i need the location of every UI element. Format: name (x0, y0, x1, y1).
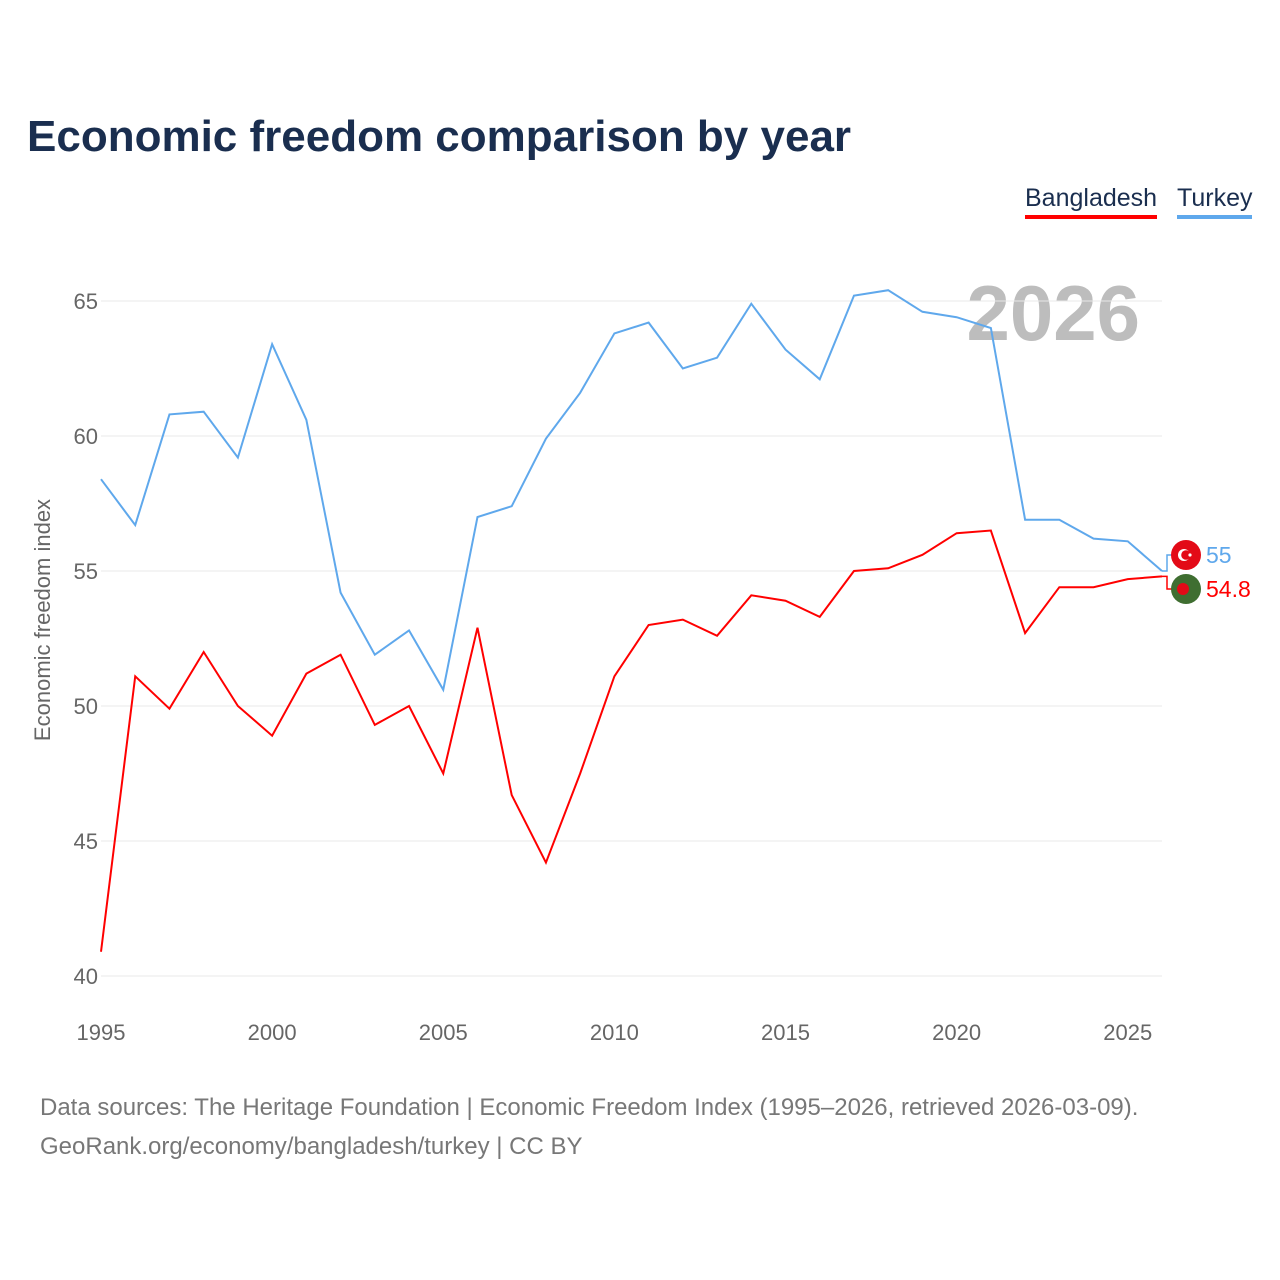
y-tick-label: 40 (74, 964, 98, 989)
x-tick-label: 2015 (761, 1020, 810, 1045)
x-tick-label: 2025 (1103, 1020, 1152, 1045)
y-axis-label: Economic freedom index (30, 499, 55, 741)
x-tick-label: 2020 (932, 1020, 981, 1045)
series-line-turkey (100, 289, 1163, 693)
series-line-bangladesh (100, 529, 1163, 952)
legend-turkey[interactable]: Turkey (1177, 184, 1253, 219)
y-tick-label: 65 (74, 289, 98, 314)
year-watermark: 2026 (966, 269, 1140, 357)
y-tick-label: 60 (74, 424, 98, 449)
x-tick-label: 2010 (590, 1020, 639, 1045)
x-tick-label: 1995 (77, 1020, 126, 1045)
end-value-label: 55 (1206, 542, 1232, 568)
end-connector (1162, 575, 1172, 590)
x-tick-label: 2005 (419, 1020, 468, 1045)
x-tick-label: 2000 (248, 1020, 297, 1045)
y-tick-label: 45 (74, 829, 98, 854)
flag-crescent-cut (1181, 550, 1191, 560)
source-note: Data sources: The Heritage Foundation | … (40, 1088, 1138, 1166)
y-tick-label: 50 (74, 694, 98, 719)
legend-bangladesh[interactable]: Bangladesh (1025, 184, 1158, 219)
y-tick-label: 55 (74, 559, 98, 584)
source-line-1: Data sources: The Heritage Foundation | … (40, 1094, 1139, 1121)
chart-title: Economic freedom comparison by year (27, 112, 852, 161)
end-connector (1162, 554, 1172, 572)
source-line-2: GeoRank.org/economy/bangladesh/turkey | … (40, 1133, 583, 1160)
flag-disc (1177, 583, 1189, 595)
end-value-label: 54.8 (1206, 576, 1251, 602)
flag-star (1188, 553, 1192, 557)
